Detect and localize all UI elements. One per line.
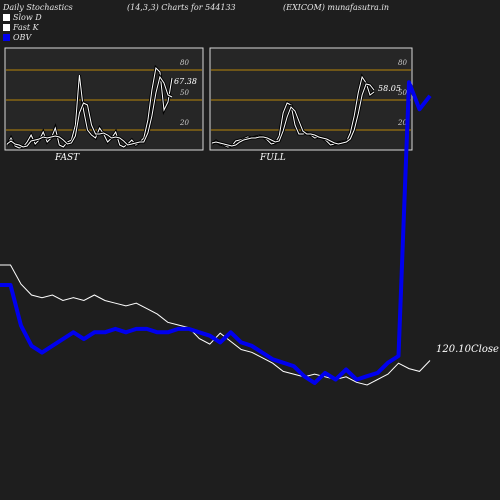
full-tick-80: 80 xyxy=(398,59,407,67)
legend-label-obv: OBV xyxy=(13,33,32,42)
full-tick-50: 50 xyxy=(398,89,407,97)
fast-tick-80: 80 xyxy=(180,59,189,67)
fast-tick-20: 20 xyxy=(179,119,189,127)
close-label: 120.10Close xyxy=(436,344,499,355)
full-tick-20: 20 xyxy=(397,119,407,127)
legend-swatch-fast-k xyxy=(3,24,10,31)
legend-swatch-obv xyxy=(3,34,10,41)
full-series-slow-d xyxy=(211,83,375,147)
legend-swatch-slow-d xyxy=(3,14,10,21)
fast-series-slow-d xyxy=(6,75,173,148)
legend-label-fast-k: Fast K xyxy=(13,23,39,32)
legend-fast-k: Fast K xyxy=(3,23,39,32)
fast-tick-50: 50 xyxy=(180,89,189,97)
legend-obv: OBV xyxy=(3,33,31,42)
legend-label-slow-d: Slow D xyxy=(13,13,42,22)
legend-slow-d: Slow D xyxy=(3,13,42,22)
chart-title: Daily Stochastics xyxy=(3,3,73,12)
full-panel-label: FULL xyxy=(259,153,286,163)
close-price-line xyxy=(0,264,431,386)
obv-line xyxy=(0,80,432,385)
site-label: (EXICOM) munafasutra.in xyxy=(283,3,390,12)
fast-series-fast-k xyxy=(6,66,173,149)
fast-value-label: 67.38 xyxy=(174,77,197,86)
chart-params: (14,3,3) Charts for 544133 xyxy=(127,3,236,12)
full-value-label: 58.05 xyxy=(378,84,401,93)
fast-panel-label: FAST xyxy=(54,153,80,163)
